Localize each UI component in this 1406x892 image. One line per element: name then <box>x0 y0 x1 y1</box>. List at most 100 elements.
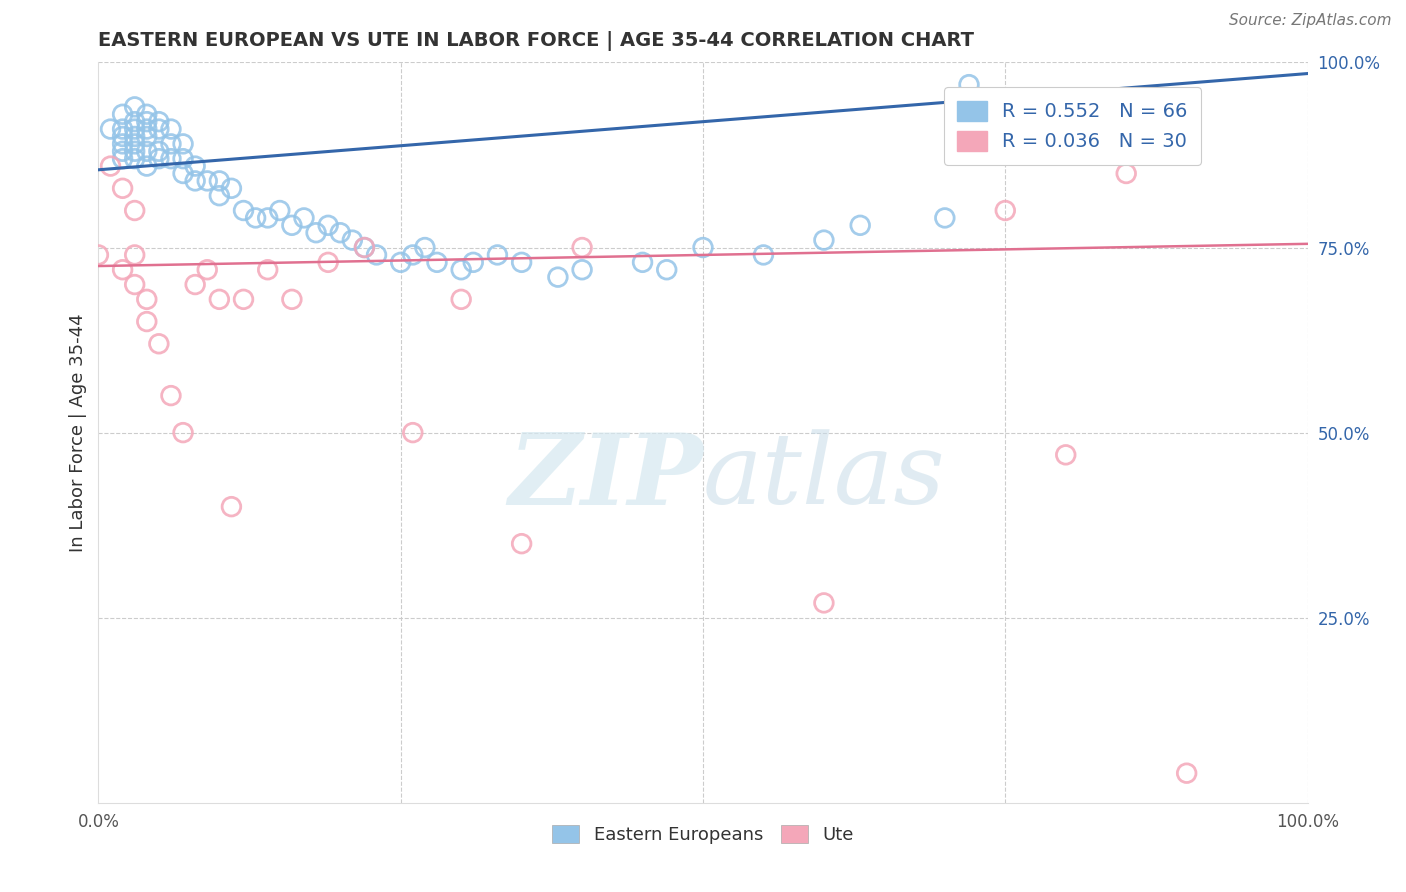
Point <box>292 211 315 225</box>
Point <box>184 277 207 292</box>
Point <box>281 293 304 307</box>
Point <box>124 100 146 114</box>
Point <box>256 211 278 225</box>
Point <box>1054 448 1077 462</box>
Point <box>510 536 533 550</box>
Point <box>510 255 533 269</box>
Point <box>450 293 472 307</box>
Point <box>366 248 388 262</box>
Point <box>269 203 291 218</box>
Point <box>994 203 1017 218</box>
Point <box>111 122 134 136</box>
Point <box>124 129 146 144</box>
Point <box>100 122 122 136</box>
Point <box>305 226 328 240</box>
Point <box>353 240 375 255</box>
Point <box>148 122 170 136</box>
Point <box>87 248 110 262</box>
Point <box>571 262 593 277</box>
Point <box>692 240 714 255</box>
Point <box>813 233 835 247</box>
Point <box>232 293 254 307</box>
Point <box>135 314 157 328</box>
Point <box>124 203 146 218</box>
Point <box>208 174 231 188</box>
Point <box>160 388 183 402</box>
Point <box>1175 766 1198 780</box>
Point <box>172 425 194 440</box>
Point <box>631 255 654 269</box>
Point <box>221 500 243 514</box>
Point <box>148 145 170 159</box>
Point <box>655 262 678 277</box>
Point <box>135 114 157 128</box>
Point <box>111 136 134 151</box>
Text: Source: ZipAtlas.com: Source: ZipAtlas.com <box>1229 13 1392 29</box>
Point <box>245 211 267 225</box>
Point <box>148 336 170 351</box>
Text: ZIP: ZIP <box>508 429 703 525</box>
Point <box>957 78 980 92</box>
Point <box>124 122 146 136</box>
Point <box>111 129 134 144</box>
Text: EASTERN EUROPEAN VS UTE IN LABOR FORCE | AGE 35-44 CORRELATION CHART: EASTERN EUROPEAN VS UTE IN LABOR FORCE |… <box>98 30 974 51</box>
Point <box>195 262 218 277</box>
Point <box>402 248 425 262</box>
Point <box>124 136 146 151</box>
Y-axis label: In Labor Force | Age 35-44: In Labor Force | Age 35-44 <box>69 313 87 552</box>
Point <box>111 107 134 121</box>
Point <box>232 203 254 218</box>
Point <box>135 145 157 159</box>
Point <box>124 152 146 166</box>
Point <box>256 262 278 277</box>
Point <box>148 114 170 128</box>
Point <box>342 233 364 247</box>
Point <box>135 293 157 307</box>
Point <box>413 240 436 255</box>
Point <box>486 248 509 262</box>
Point <box>402 425 425 440</box>
Point <box>135 129 157 144</box>
Point <box>316 255 339 269</box>
Point <box>329 226 352 240</box>
Point <box>353 240 375 255</box>
Point <box>195 174 218 188</box>
Point <box>124 114 146 128</box>
Point <box>184 159 207 173</box>
Point <box>172 166 194 180</box>
Point <box>172 152 194 166</box>
Legend: Eastern Europeans, Ute: Eastern Europeans, Ute <box>543 815 863 853</box>
Point <box>172 136 194 151</box>
Point <box>148 152 170 166</box>
Point <box>160 122 183 136</box>
Point <box>571 240 593 255</box>
Point <box>111 262 134 277</box>
Point <box>184 174 207 188</box>
Point <box>160 152 183 166</box>
Point <box>111 181 134 195</box>
Point <box>135 159 157 173</box>
Point <box>135 107 157 121</box>
Point <box>100 159 122 173</box>
Point <box>111 152 134 166</box>
Text: atlas: atlas <box>703 429 946 524</box>
Point <box>124 145 146 159</box>
Point <box>111 145 134 159</box>
Point <box>208 293 231 307</box>
Point <box>849 219 872 233</box>
Point <box>221 181 243 195</box>
Point <box>934 211 956 225</box>
Point <box>208 188 231 202</box>
Point <box>124 277 146 292</box>
Point <box>426 255 449 269</box>
Point <box>450 262 472 277</box>
Point <box>1115 166 1137 180</box>
Point <box>316 219 339 233</box>
Point <box>813 596 835 610</box>
Point <box>135 122 157 136</box>
Point <box>124 248 146 262</box>
Point <box>281 219 304 233</box>
Point <box>160 136 183 151</box>
Point <box>389 255 412 269</box>
Point <box>463 255 485 269</box>
